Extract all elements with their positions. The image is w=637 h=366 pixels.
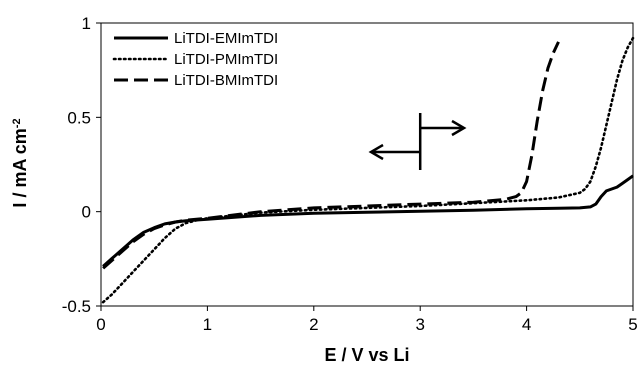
y-tick-label: 0	[82, 203, 91, 222]
y-tick-label: 1	[82, 14, 91, 33]
series-line-2	[101, 36, 635, 304]
x-tick-label: 3	[415, 315, 424, 334]
y-axis-title-text: I / mA cm	[10, 128, 30, 207]
legend-label: LiTDI-PMImTDI	[174, 51, 278, 68]
legend-label: LiTDI-EMImTDI	[174, 30, 278, 47]
y-axis-title-exponent: -2	[11, 118, 23, 128]
y-axis-title: I / mA cm-2	[10, 118, 30, 207]
right-arrow-head	[451, 119, 467, 137]
x-tick-label: 5	[628, 315, 637, 334]
series-line-1	[102, 174, 634, 268]
y-tick-label: -0.5	[62, 297, 91, 316]
x-tick-label: 0	[96, 315, 105, 334]
x-axis-title: E / V vs Li	[324, 345, 409, 365]
x-tick-label: 4	[522, 315, 531, 334]
series-layer	[101, 36, 635, 304]
x-tick-label: 1	[203, 315, 212, 334]
scan-direction-arrows	[368, 113, 467, 170]
y-axis: -0.5 0 0.5 1	[62, 14, 101, 316]
plot-frame	[100, 22, 634, 307]
y-tick-label: 0.5	[67, 108, 91, 127]
left-arrow-head	[368, 143, 384, 161]
plot-area	[100, 22, 634, 307]
x-tick-label: 2	[309, 315, 318, 334]
legend-label: LiTDI-BMImTDI	[174, 72, 278, 89]
x-axis: 0 1 2 3 4 5	[96, 306, 637, 334]
series-line-3	[102, 41, 560, 270]
legend: LiTDI-EMImTDI LiTDI-PMImTDI LiTDI-BMImTDI	[112, 30, 278, 89]
